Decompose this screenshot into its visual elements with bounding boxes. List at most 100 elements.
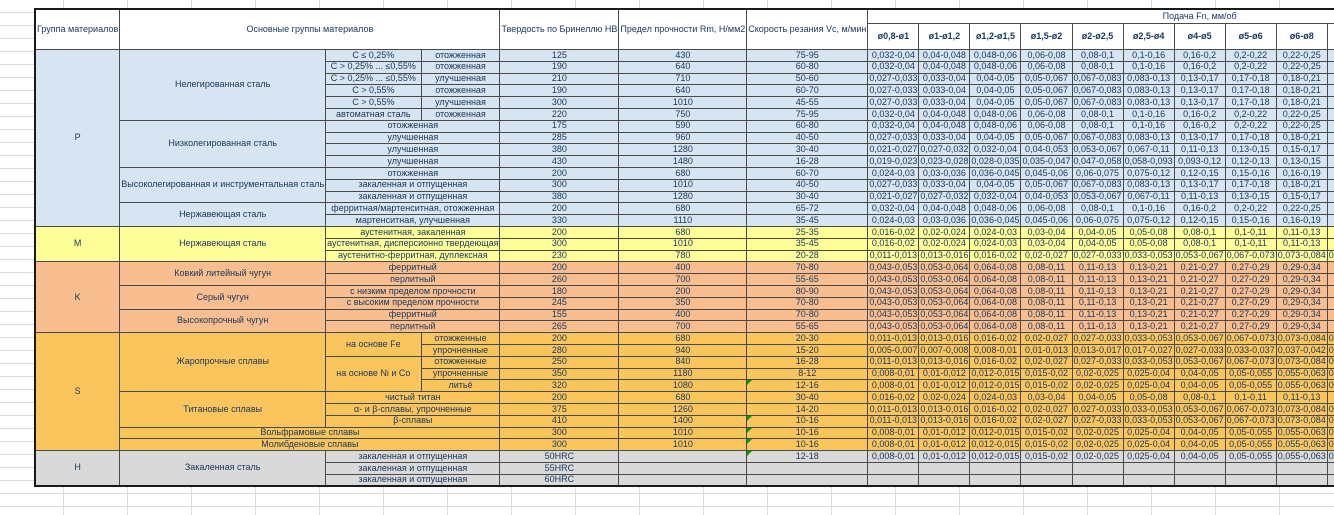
vc-cell[interactable]: 10-16 — [746, 414, 869, 428]
condition-cell[interactable]: C > 0,55% — [325, 96, 422, 109]
hb-cell[interactable]: 180 — [499, 284, 620, 298]
feed-cell[interactable]: 0,083-0,13 — [1122, 96, 1175, 109]
material-name-cell[interactable]: Закаленная сталь — [119, 450, 327, 487]
feed-cell[interactable]: 0,01-0,012 — [918, 379, 971, 393]
feed-cell[interactable]: 0,15-0,16 — [1224, 166, 1277, 180]
feed-cell[interactable]: 0,13-0,17 — [1173, 72, 1226, 86]
feed-cell[interactable]: 0,08-0,1 — [1071, 119, 1124, 133]
feed-cell[interactable]: 0,053-0,067 — [1071, 143, 1124, 157]
feed-cell[interactable]: 0,024-0,03 — [867, 214, 920, 227]
vc-cell[interactable]: 20-30 — [746, 332, 869, 345]
feed-cell[interactable]: 0,06-0,08 — [1020, 119, 1073, 133]
feed-col-header[interactable]: ø1,5-ø2 — [1020, 23, 1073, 50]
feed-cell[interactable]: 0,02-0,025 — [1071, 438, 1124, 452]
feed-cell[interactable]: 0,04-0,05 — [969, 178, 1022, 192]
feed-cell[interactable]: 0,011-0,013 — [867, 355, 920, 369]
feed-cell[interactable]: 0,073-0,084 — [1275, 414, 1328, 428]
feed-cell[interactable]: 0,1-0,16 — [1122, 49, 1175, 62]
feed-cell[interactable]: 0,033-0,053 — [1122, 332, 1175, 345]
feed-cell[interactable]: 0,03-0,04 — [1020, 237, 1073, 251]
feed-cell[interactable]: 0,053-0,064 — [918, 284, 971, 298]
hb-cell[interactable]: 280 — [499, 343, 620, 357]
feed-cell[interactable]: 0,08-0,1 — [1173, 237, 1226, 251]
feed-cell[interactable]: 0,067-0,073 — [1224, 402, 1277, 416]
feed-cell[interactable]: 0,016-0,02 — [969, 249, 1022, 263]
material-name-cell[interactable]: Нержавеющая сталь — [119, 202, 327, 227]
feed-cell[interactable]: 0,21-0,24 — [1326, 72, 1334, 86]
rm-cell[interactable]: 680 — [618, 391, 748, 404]
feed-cell[interactable]: 0,021-0,027 — [867, 190, 920, 204]
feed-cell[interactable]: 0,027-0,033 — [1173, 343, 1226, 357]
feed-cell[interactable]: 0,11-0,13 — [1071, 273, 1124, 286]
feed-cell[interactable]: 0,063-0,071 — [1326, 450, 1334, 463]
feed-cell[interactable]: 0,01-0,012 — [918, 450, 971, 463]
hb-cell[interactable]: 330 — [499, 214, 620, 227]
feed-cell[interactable]: 0,16-0,19 — [1275, 166, 1328, 180]
feed-cell[interactable]: 0,053-0,064 — [918, 296, 971, 310]
feed-cell[interactable]: 0,17-0,18 — [1224, 131, 1277, 145]
feed-cell[interactable]: 0,032-0,04 — [867, 49, 920, 62]
feed-cell[interactable]: 0,02-0,025 — [1071, 426, 1124, 440]
feed-cell[interactable]: 0,22-0,25 — [1275, 60, 1328, 74]
feed-cell[interactable]: 0,29-0,34 — [1275, 308, 1328, 322]
feed-cell[interactable]: 0,27-0,29 — [1224, 261, 1277, 275]
feed-cell[interactable]: 0,043-0,053 — [867, 308, 920, 322]
feed-cell[interactable]: 0,13-0,21 — [1122, 273, 1175, 286]
feed-cell[interactable]: 0,05-0,067 — [1020, 131, 1073, 145]
vc-cell[interactable] — [746, 473, 869, 487]
hb-cell[interactable]: 250 — [499, 355, 620, 369]
feed-cell[interactable]: 0,08-0,11 — [1020, 273, 1073, 286]
feed-cell[interactable]: 0,27-0,29 — [1224, 284, 1277, 298]
header-feed[interactable]: Подача Fn, мм/об — [867, 8, 1334, 24]
condition-cell[interactable]: аустенитная, дисперсионно твердеющая — [325, 237, 501, 251]
feed-cell[interactable]: 0,01-0,013 — [1020, 343, 1073, 357]
feed-cell[interactable]: 0,11-0,13 — [1071, 308, 1124, 322]
header-cutting-speed[interactable]: Скорость резания Vc, м/мин — [746, 8, 869, 50]
feed-cell[interactable]: 0,008-0,01 — [867, 450, 920, 463]
rm-cell[interactable]: 1280 — [618, 190, 748, 204]
feed-cell[interactable]: 0,2-0,22 — [1224, 202, 1277, 216]
feed-cell[interactable]: 0,17-0,19 — [1326, 143, 1334, 157]
feed-cell[interactable]: 0,25-0,28 — [1326, 107, 1334, 121]
hb-cell[interactable]: 300 — [499, 178, 620, 192]
feed-cell[interactable] — [1173, 473, 1226, 487]
feed-cell[interactable]: 0,025-0,04 — [1122, 426, 1175, 440]
feed-cell[interactable]: 0,064-0,08 — [969, 261, 1022, 275]
material-name-cell[interactable]: Титановые сплавы — [119, 391, 327, 428]
rm-cell[interactable]: 1480 — [618, 155, 748, 168]
feed-cell[interactable]: 0,024-0,03 — [969, 225, 1022, 239]
feed-cell[interactable]: 0,29-0,34 — [1275, 261, 1328, 275]
feed-cell[interactable]: 0,032-0,04 — [867, 107, 920, 121]
feed-cell[interactable]: 0,12-0,13 — [1224, 155, 1277, 168]
feed-cell[interactable]: 0,08-0,1 — [1071, 107, 1124, 121]
rm-cell[interactable]: 1400 — [618, 414, 748, 428]
feed-cell[interactable]: 0,033-0,04 — [918, 84, 971, 98]
hb-cell[interactable]: 210 — [499, 72, 620, 86]
feed-cell[interactable] — [1122, 461, 1175, 475]
feed-cell[interactable]: 0,34-0,38 — [1326, 284, 1334, 298]
rm-cell[interactable]: 840 — [618, 355, 748, 369]
feed-cell[interactable]: 0,016-0,02 — [969, 355, 1022, 369]
condition-cell[interactable]: отожженная — [420, 60, 501, 74]
hb-cell[interactable]: 190 — [499, 84, 620, 98]
feed-cell[interactable]: 0,12-0,15 — [1173, 166, 1226, 180]
condition-cell[interactable]: улучшенная — [325, 143, 501, 157]
condition-cell[interactable]: отожженная — [420, 49, 501, 62]
vc-cell[interactable]: 40-50 — [746, 131, 869, 145]
feed-cell[interactable]: 0,093-0,12 — [1173, 155, 1226, 168]
feed-cell[interactable]: 0,21-0,24 — [1326, 84, 1334, 98]
feed-col-header[interactable]: ø2-ø2,5 — [1071, 23, 1124, 50]
feed-cell[interactable]: 0,027-0,033 — [867, 178, 920, 192]
feed-cell[interactable]: 0,067-0,11 — [1122, 190, 1175, 204]
rm-cell[interactable]: 680 — [618, 225, 748, 239]
hb-cell[interactable]: 200 — [499, 391, 620, 404]
feed-cell[interactable]: 0,25-0,28 — [1326, 202, 1334, 216]
feed-cell[interactable]: 0,067-0,083 — [1071, 84, 1124, 98]
feed-cell[interactable]: 0,035-0,047 — [1020, 155, 1073, 168]
feed-cell[interactable]: 0,05-0,055 — [1224, 367, 1277, 381]
feed-cell[interactable]: 0,11-0,13 — [1275, 391, 1328, 404]
rm-cell[interactable]: 590 — [618, 119, 748, 133]
feed-cell[interactable]: 0,005-0,007 — [867, 343, 920, 357]
rm-cell[interactable]: 750 — [618, 107, 748, 121]
rm-cell[interactable] — [618, 473, 748, 487]
